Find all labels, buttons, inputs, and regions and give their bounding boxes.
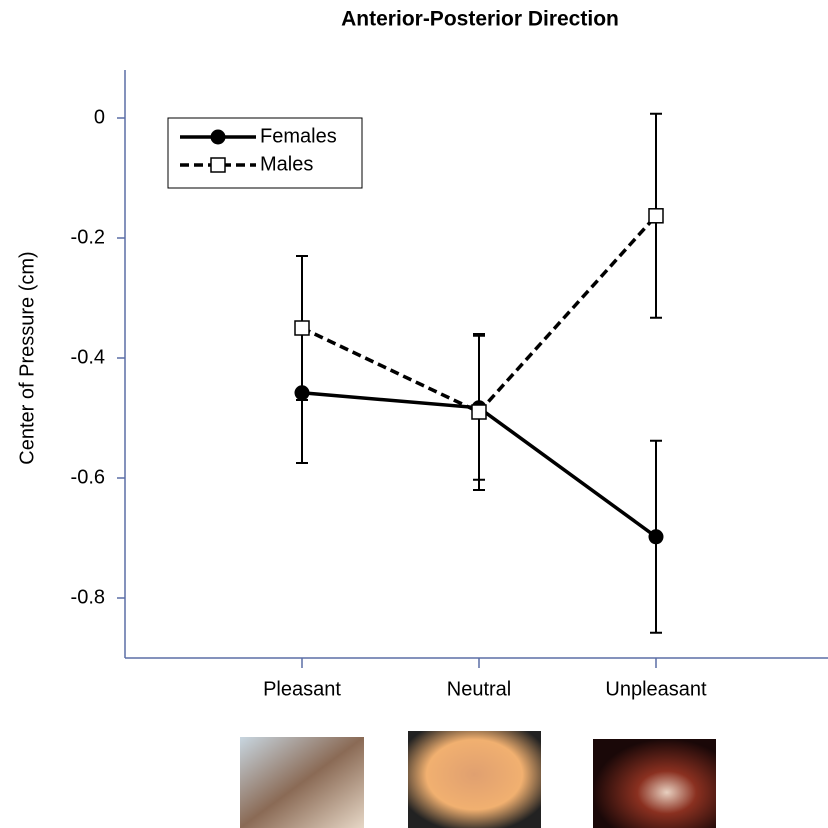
legend-label: Males xyxy=(260,153,313,175)
y-axis-label: Center of Pressure (cm) xyxy=(16,251,38,464)
neutral-image xyxy=(408,731,541,828)
y-tick-label: -0.4 xyxy=(71,346,105,368)
x-tick-label: Unpleasant xyxy=(605,678,707,700)
x-tick-label: Neutral xyxy=(447,678,511,700)
legend-marker xyxy=(210,129,226,145)
legend-marker xyxy=(210,157,226,173)
data-point xyxy=(648,529,664,545)
data-point xyxy=(294,320,310,336)
y-tick-label: -0.6 xyxy=(71,466,105,488)
y-tick-label: -0.8 xyxy=(71,586,105,608)
chart-title: Anterior-Posterior Direction xyxy=(341,8,619,31)
x-tick-label: Pleasant xyxy=(263,678,341,700)
legend-box xyxy=(167,117,363,189)
data-point xyxy=(648,208,664,224)
y-tick-label: 0 xyxy=(94,106,105,128)
unpleasant-image xyxy=(593,739,716,828)
data-point xyxy=(471,404,487,420)
data-point xyxy=(294,385,310,401)
y-tick-label: -0.2 xyxy=(71,226,105,248)
pleasant-image xyxy=(240,737,364,828)
series-line xyxy=(301,214,658,415)
legend-label: Females xyxy=(260,125,337,147)
